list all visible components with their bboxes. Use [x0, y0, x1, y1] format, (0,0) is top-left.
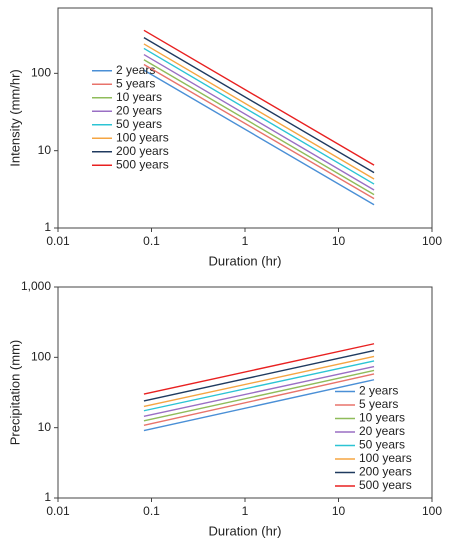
- y-tick-label: 100: [31, 350, 51, 364]
- series-line: [143, 43, 375, 180]
- y-tick-label: 1: [44, 220, 51, 234]
- legend-label: 10 years: [359, 411, 405, 425]
- x-tick-label: 1: [242, 504, 249, 518]
- series-line: [143, 355, 375, 408]
- legend-label: 50 years: [359, 438, 405, 452]
- x-tick-label: 100: [422, 234, 442, 248]
- legend-label: 2 years: [359, 384, 398, 398]
- y-tick-label: 10: [38, 420, 52, 434]
- y-tick-label: 10: [38, 143, 52, 157]
- legend-label: 2 years: [116, 63, 155, 77]
- x-tick-label: 1: [242, 234, 249, 248]
- series-line: [143, 69, 375, 206]
- legend-label: 100 years: [359, 451, 412, 465]
- y-tick-label: 100: [31, 66, 51, 80]
- x-tick-label: 100: [422, 504, 442, 518]
- legend-label: 10 years: [116, 90, 162, 104]
- series-line: [143, 373, 375, 427]
- series-line: [143, 360, 375, 412]
- series-line: [143, 365, 375, 418]
- legend-label: 500 years: [116, 157, 169, 171]
- legend-label: 5 years: [116, 76, 155, 90]
- x-tick-label: 0.01: [46, 504, 70, 518]
- legend-label: 200 years: [116, 144, 169, 158]
- legend-label: 500 years: [359, 478, 412, 492]
- x-tick-label: 10: [332, 504, 346, 518]
- y-axis-label: Intensity (mm/hr): [7, 69, 22, 167]
- y-axis-label: Precipitation (mm): [7, 340, 22, 445]
- series-line: [143, 343, 375, 395]
- legend-label: 200 years: [359, 465, 412, 479]
- x-tick-label: 0.1: [143, 234, 160, 248]
- x-axis-label: Duration (hr): [209, 523, 282, 538]
- legend-label: 5 years: [359, 397, 398, 411]
- plot-frame: [57, 7, 433, 229]
- series-line: [143, 53, 375, 191]
- series-line: [143, 369, 375, 422]
- x-axis-label: Duration (hr): [209, 253, 282, 268]
- x-tick-label: 0.01: [46, 234, 70, 248]
- series-line: [143, 36, 375, 174]
- series-line: [143, 47, 375, 185]
- legend-label: 20 years: [359, 424, 405, 438]
- legend-label: 20 years: [116, 103, 162, 117]
- series-line: [143, 349, 375, 402]
- series-line: [143, 59, 375, 196]
- y-tick-label: 1: [44, 490, 51, 504]
- legend-label: 100 years: [116, 130, 169, 144]
- series-line: [143, 29, 375, 166]
- legend-label: 50 years: [116, 117, 162, 131]
- x-tick-label: 0.1: [143, 504, 160, 518]
- y-tick-label: 1,000: [21, 279, 51, 293]
- series-line: [143, 379, 375, 432]
- series-line: [143, 63, 375, 200]
- x-tick-label: 10: [332, 234, 346, 248]
